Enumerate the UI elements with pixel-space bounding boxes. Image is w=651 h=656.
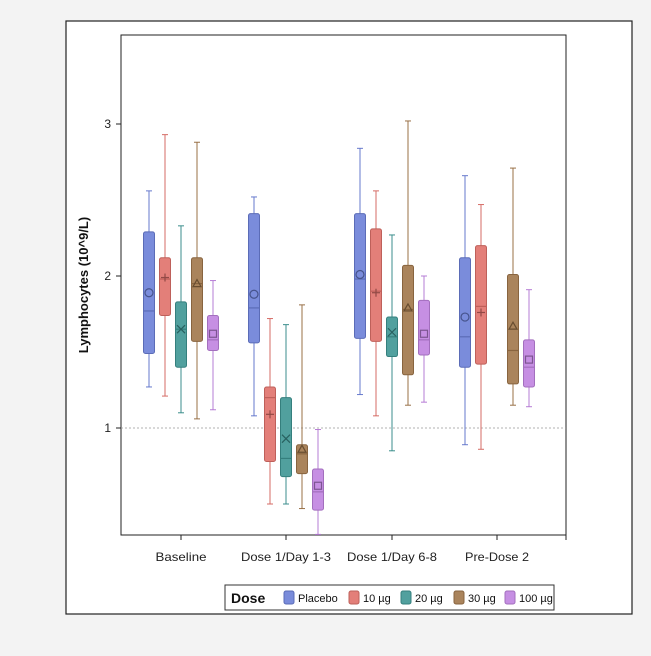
box bbox=[475, 204, 487, 450]
y-tick-label: 1 bbox=[104, 421, 111, 435]
series-0 bbox=[143, 147, 471, 446]
box-body bbox=[402, 264, 414, 376]
legend-swatch bbox=[504, 590, 516, 605]
box bbox=[175, 225, 187, 414]
x-tick-label: Dose 1/Day 1-3 bbox=[241, 550, 331, 564]
mean-marker bbox=[387, 327, 397, 337]
box bbox=[523, 289, 535, 408]
x-tick-label: Dose 1/Day 6-8 bbox=[347, 550, 437, 564]
legend-title: Dose bbox=[231, 590, 265, 606]
y-axis-label: Lymphocytes (10^9/L) bbox=[76, 217, 91, 353]
mean-marker bbox=[281, 434, 291, 444]
mean-marker bbox=[208, 329, 218, 338]
x-axis: Baseline Dose 1/Day 1-3 Dose 1/Day 6-8 Pre-… bbox=[156, 535, 567, 564]
x-tick-label: Pre-Dose 2 bbox=[465, 550, 529, 564]
mean-marker bbox=[191, 278, 203, 288]
legend-label: 20 µg bbox=[415, 593, 443, 605]
box bbox=[459, 175, 471, 446]
mean-marker bbox=[402, 302, 414, 312]
box-body bbox=[191, 257, 203, 342]
legend-swatch bbox=[453, 590, 465, 605]
mean-marker bbox=[507, 320, 519, 330]
legend-frame bbox=[224, 584, 555, 611]
box bbox=[248, 196, 260, 417]
series-1 bbox=[159, 134, 487, 505]
box bbox=[207, 280, 219, 411]
legend-label: 100 µg bbox=[519, 593, 553, 605]
mean-marker bbox=[313, 481, 323, 490]
series-4 bbox=[207, 275, 535, 535]
box-body bbox=[264, 386, 276, 462]
box-body bbox=[370, 228, 382, 342]
box bbox=[143, 190, 155, 388]
box-body bbox=[143, 231, 155, 355]
box-body bbox=[475, 245, 487, 365]
box bbox=[191, 141, 203, 420]
box bbox=[507, 167, 519, 406]
box-body bbox=[296, 444, 308, 475]
y-tick-label: 2 bbox=[104, 269, 111, 283]
box bbox=[296, 304, 308, 510]
legend-item: 30 µg bbox=[453, 590, 496, 605]
legend-item: 100 µg bbox=[504, 590, 553, 605]
legend-label: Placebo bbox=[298, 593, 338, 605]
mean-marker bbox=[460, 312, 470, 322]
box-body bbox=[354, 213, 366, 339]
box bbox=[264, 318, 276, 505]
box-body bbox=[207, 315, 219, 351]
mean-marker bbox=[176, 324, 186, 334]
legend: Dose Placebo 10 µg 20 µg 30 µg 100 µg bbox=[224, 584, 555, 611]
mean-marker bbox=[524, 355, 534, 364]
box bbox=[418, 275, 430, 403]
plot-area bbox=[120, 34, 567, 536]
series-2 bbox=[175, 225, 398, 505]
box-body bbox=[248, 213, 260, 344]
legend-label: 30 µg bbox=[468, 593, 496, 605]
y-tick-label: 3 bbox=[104, 117, 111, 131]
legend-item: 10 µg bbox=[348, 590, 391, 605]
legend-label: 10 µg bbox=[363, 593, 391, 605]
mean-marker bbox=[355, 269, 365, 280]
box-body bbox=[418, 299, 430, 356]
box bbox=[354, 147, 366, 396]
mean-marker bbox=[144, 288, 154, 298]
box bbox=[280, 324, 292, 505]
box-series-layer bbox=[143, 120, 535, 535]
legend-item: 20 µg bbox=[400, 590, 443, 605]
mean-marker bbox=[296, 444, 308, 453]
series-3 bbox=[191, 120, 519, 510]
mean-marker bbox=[249, 289, 259, 299]
box bbox=[386, 234, 398, 452]
legend-swatch bbox=[348, 590, 360, 605]
mean-marker bbox=[419, 329, 429, 338]
x-tick-label: Baseline bbox=[156, 550, 207, 564]
box-body bbox=[159, 257, 171, 317]
legend-swatch bbox=[400, 590, 412, 605]
box bbox=[370, 190, 382, 417]
box bbox=[159, 134, 171, 397]
y-axis: 1 2 3 bbox=[104, 117, 121, 435]
legend-item: Placebo bbox=[283, 590, 338, 605]
box bbox=[312, 429, 324, 535]
legend-swatch bbox=[283, 590, 295, 605]
box-body bbox=[280, 397, 292, 478]
box-body bbox=[175, 301, 187, 368]
box bbox=[402, 120, 414, 406]
